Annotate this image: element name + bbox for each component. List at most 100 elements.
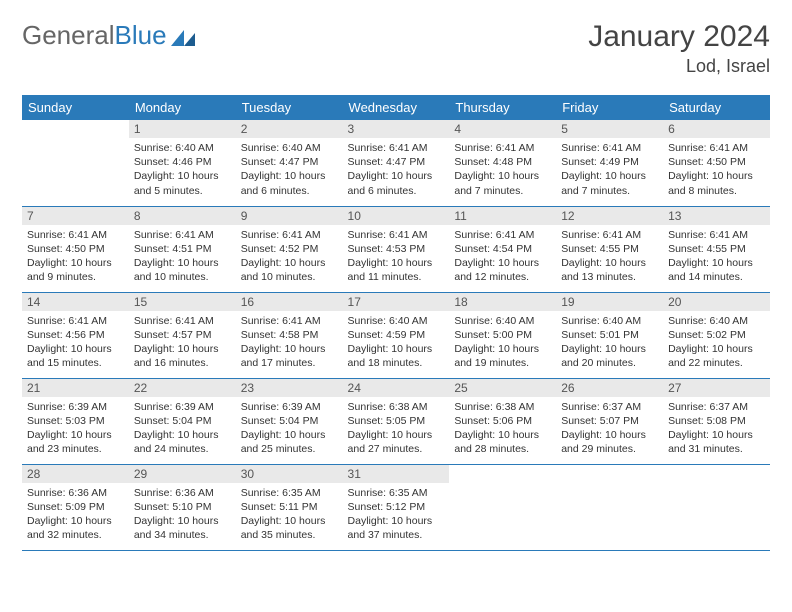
cell-line: Sunrise: 6:41 AM (561, 228, 658, 242)
calendar-cell: 10Sunrise: 6:41 AMSunset: 4:53 PMDayligh… (343, 206, 450, 292)
weekday-header: Thursday (449, 95, 556, 120)
cell-line: Sunrise: 6:41 AM (454, 228, 551, 242)
cell-line: Daylight: 10 hours (241, 342, 338, 356)
cell-line: Daylight: 10 hours (561, 428, 658, 442)
cell-line: Daylight: 10 hours (454, 428, 551, 442)
cell-line: Sunset: 4:59 PM (348, 328, 445, 342)
cell-body: Sunrise: 6:41 AMSunset: 4:51 PMDaylight:… (129, 225, 236, 289)
cell-line: and 29 minutes. (561, 442, 658, 456)
weekday-header: Friday (556, 95, 663, 120)
cell-line: and 7 minutes. (454, 184, 551, 198)
day-number: 30 (236, 465, 343, 483)
calendar-cell: 24Sunrise: 6:38 AMSunset: 5:05 PMDayligh… (343, 378, 450, 464)
calendar-cell: 11Sunrise: 6:41 AMSunset: 4:54 PMDayligh… (449, 206, 556, 292)
calendar-cell: 13Sunrise: 6:41 AMSunset: 4:55 PMDayligh… (663, 206, 770, 292)
cell-line: Sunset: 4:50 PM (27, 242, 124, 256)
cell-line: Sunrise: 6:41 AM (241, 314, 338, 328)
cell-line: Sunset: 4:49 PM (561, 155, 658, 169)
cell-line: Daylight: 10 hours (27, 514, 124, 528)
title-block: January 2024 Lod, Israel (588, 20, 770, 77)
cell-line: Daylight: 10 hours (27, 342, 124, 356)
calendar-cell (449, 464, 556, 550)
day-number: 28 (22, 465, 129, 483)
cell-line: Sunset: 4:52 PM (241, 242, 338, 256)
cell-line: Sunset: 4:57 PM (134, 328, 231, 342)
cell-line: Sunrise: 6:38 AM (348, 400, 445, 414)
calendar-cell: 6Sunrise: 6:41 AMSunset: 4:50 PMDaylight… (663, 120, 770, 206)
cell-line: Daylight: 10 hours (668, 256, 765, 270)
day-number: 15 (129, 293, 236, 311)
calendar-cell: 8Sunrise: 6:41 AMSunset: 4:51 PMDaylight… (129, 206, 236, 292)
day-number: 1 (129, 120, 236, 138)
calendar-cell: 29Sunrise: 6:36 AMSunset: 5:10 PMDayligh… (129, 464, 236, 550)
cell-line: Sunset: 4:53 PM (348, 242, 445, 256)
cell-line: and 7 minutes. (561, 184, 658, 198)
cell-line: and 6 minutes. (348, 184, 445, 198)
cell-line: Sunrise: 6:39 AM (134, 400, 231, 414)
logo-word-2: Blue (115, 20, 167, 51)
cell-line: Sunset: 5:10 PM (134, 500, 231, 514)
cell-line: and 32 minutes. (27, 528, 124, 542)
cell-line: Sunrise: 6:41 AM (348, 141, 445, 155)
cell-line: and 19 minutes. (454, 356, 551, 370)
cell-line: Sunset: 4:47 PM (241, 155, 338, 169)
day-number: 22 (129, 379, 236, 397)
cell-line: Daylight: 10 hours (454, 342, 551, 356)
cell-body: Sunrise: 6:41 AMSunset: 4:49 PMDaylight:… (556, 138, 663, 202)
cell-body: Sunrise: 6:40 AMSunset: 5:02 PMDaylight:… (663, 311, 770, 375)
cell-line: Sunset: 4:55 PM (668, 242, 765, 256)
calendar-cell: 30Sunrise: 6:35 AMSunset: 5:11 PMDayligh… (236, 464, 343, 550)
cell-body: Sunrise: 6:41 AMSunset: 4:50 PMDaylight:… (663, 138, 770, 202)
cell-body: Sunrise: 6:41 AMSunset: 4:55 PMDaylight:… (556, 225, 663, 289)
weekday-header: Tuesday (236, 95, 343, 120)
cell-line: Sunrise: 6:38 AM (454, 400, 551, 414)
cell-line: Sunrise: 6:41 AM (668, 141, 765, 155)
cell-body: Sunrise: 6:41 AMSunset: 4:53 PMDaylight:… (343, 225, 450, 289)
cell-line: Sunset: 4:46 PM (134, 155, 231, 169)
cell-line: and 6 minutes. (241, 184, 338, 198)
cell-line: and 24 minutes. (134, 442, 231, 456)
calendar-cell (663, 464, 770, 550)
location: Lod, Israel (588, 56, 770, 77)
cell-line: Sunset: 5:04 PM (241, 414, 338, 428)
cell-line: Daylight: 10 hours (134, 428, 231, 442)
calendar-cell: 5Sunrise: 6:41 AMSunset: 4:49 PMDaylight… (556, 120, 663, 206)
day-number: 3 (343, 120, 450, 138)
cell-line: Sunset: 5:01 PM (561, 328, 658, 342)
cell-line: Sunset: 4:51 PM (134, 242, 231, 256)
cell-line: Daylight: 10 hours (134, 169, 231, 183)
cell-body: Sunrise: 6:40 AMSunset: 4:59 PMDaylight:… (343, 311, 450, 375)
cell-line: and 10 minutes. (134, 270, 231, 284)
calendar-cell: 21Sunrise: 6:39 AMSunset: 5:03 PMDayligh… (22, 378, 129, 464)
cell-line: and 9 minutes. (27, 270, 124, 284)
day-number: 20 (663, 293, 770, 311)
cell-line: Daylight: 10 hours (561, 342, 658, 356)
day-number: 6 (663, 120, 770, 138)
cell-line: Sunset: 5:05 PM (348, 414, 445, 428)
cell-line: and 15 minutes. (27, 356, 124, 370)
cell-body: Sunrise: 6:41 AMSunset: 4:47 PMDaylight:… (343, 138, 450, 202)
calendar-week-row: 14Sunrise: 6:41 AMSunset: 4:56 PMDayligh… (22, 292, 770, 378)
calendar-cell: 1Sunrise: 6:40 AMSunset: 4:46 PMDaylight… (129, 120, 236, 206)
cell-line: Daylight: 10 hours (454, 256, 551, 270)
cell-line: Sunrise: 6:37 AM (668, 400, 765, 414)
cell-line: Sunset: 5:12 PM (348, 500, 445, 514)
cell-line: Sunrise: 6:36 AM (27, 486, 124, 500)
cell-line: Sunrise: 6:35 AM (348, 486, 445, 500)
cell-line: and 27 minutes. (348, 442, 445, 456)
cell-body: Sunrise: 6:38 AMSunset: 5:05 PMDaylight:… (343, 397, 450, 461)
cell-line: Sunrise: 6:37 AM (561, 400, 658, 414)
day-number: 9 (236, 207, 343, 225)
calendar-cell: 15Sunrise: 6:41 AMSunset: 4:57 PMDayligh… (129, 292, 236, 378)
cell-body: Sunrise: 6:35 AMSunset: 5:12 PMDaylight:… (343, 483, 450, 547)
calendar-cell: 3Sunrise: 6:41 AMSunset: 4:47 PMDaylight… (343, 120, 450, 206)
logo: GeneralBlue (22, 20, 197, 51)
day-number: 4 (449, 120, 556, 138)
weekday-row: SundayMondayTuesdayWednesdayThursdayFrid… (22, 95, 770, 120)
day-number: 12 (556, 207, 663, 225)
calendar-cell: 22Sunrise: 6:39 AMSunset: 5:04 PMDayligh… (129, 378, 236, 464)
calendar-cell (22, 120, 129, 206)
day-number: 5 (556, 120, 663, 138)
cell-line: Sunrise: 6:36 AM (134, 486, 231, 500)
cell-body: Sunrise: 6:37 AMSunset: 5:08 PMDaylight:… (663, 397, 770, 461)
